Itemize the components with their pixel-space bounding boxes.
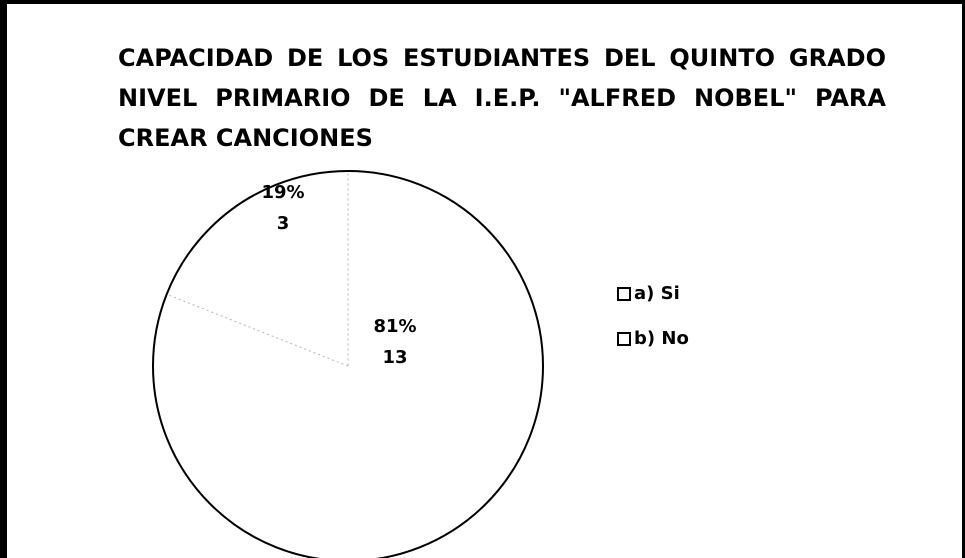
slice-percent-label: 81% [373,316,416,337]
slice-count-label: 3 [277,213,290,234]
legend-swatch [617,287,631,301]
slice-percent-label: 19% [261,182,304,203]
legend-label: b) No [634,328,689,349]
slice-count-label: 13 [382,347,407,368]
legend-swatch [617,332,631,346]
legend-label: a) Si [634,283,680,304]
pie-outline [152,170,544,558]
chart-title: CAPACIDAD DE LOS ESTUDIANTES DEL QUINTO … [118,44,886,152]
